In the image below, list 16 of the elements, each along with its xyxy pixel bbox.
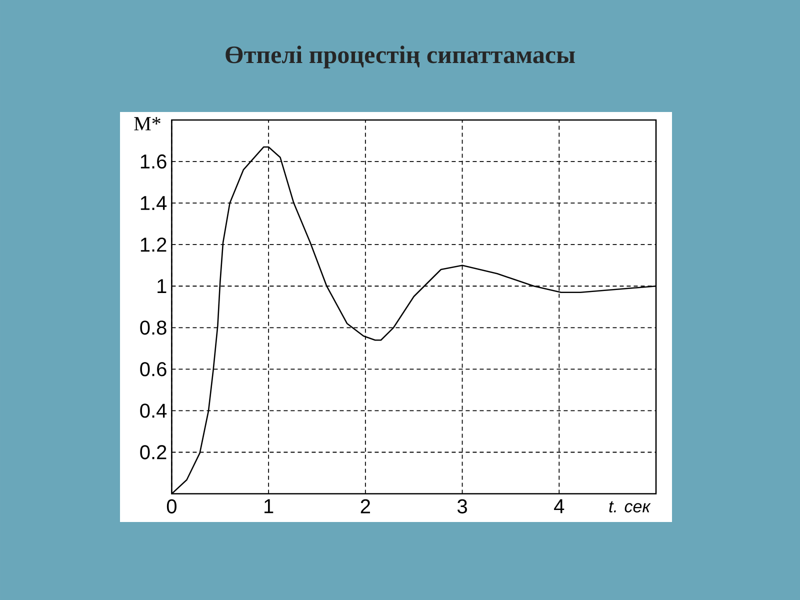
x-tick-label: 3: [457, 499, 467, 514]
x-tick-label: 4: [554, 499, 564, 514]
y-tick-label: 1.4: [140, 196, 167, 210]
y-tick-label: 1.2: [140, 238, 166, 252]
y-tick-label: 1.6: [140, 154, 166, 169]
x-tick-label: 1: [264, 499, 274, 514]
x-tick-label: 2: [360, 499, 370, 514]
y-tick-label: 0.8: [140, 320, 166, 335]
y-tick-label: 0.2: [140, 445, 166, 460]
x-tick-label: 0: [166, 499, 176, 514]
x-axis-title: t. сек: [609, 501, 651, 512]
y-axis-title: M*: [134, 117, 160, 130]
chart-title: Өтпелі процестің сипаттамасы: [226, 46, 575, 68]
y-tick-label: 1: [158, 279, 166, 293]
y-tick-label: 0.6: [140, 362, 166, 376]
y-tick-label: 0.4: [140, 404, 167, 418]
